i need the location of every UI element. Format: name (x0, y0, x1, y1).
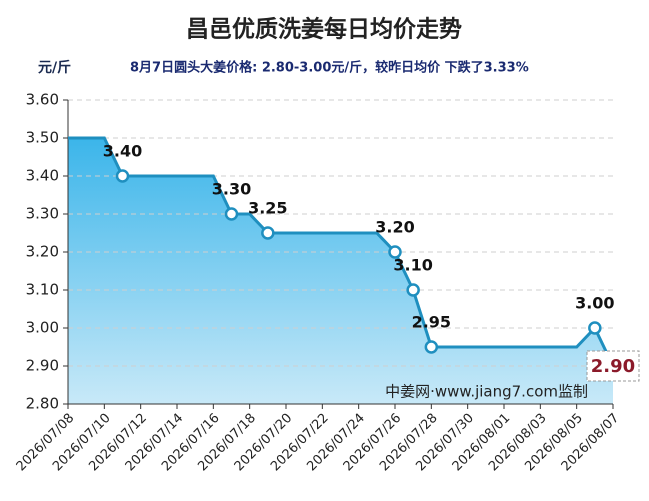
value-label: 3.40 (103, 142, 142, 161)
y-tick-label: 3.10 (26, 281, 59, 299)
value-label: 2.95 (412, 313, 451, 332)
marker (406, 283, 420, 297)
annotation: 中姜网·www.jiang7.com监制 (385, 383, 588, 401)
y-tick-label: 3.00 (26, 319, 59, 337)
area (68, 138, 613, 404)
value-label: 3.25 (248, 199, 287, 218)
marker (224, 207, 239, 221)
marker (115, 169, 130, 183)
value-label: 3.00 (575, 294, 614, 313)
value-label: 3.20 (375, 218, 414, 237)
y-tick-label: 2.90 (26, 357, 59, 375)
value-label: 3.30 (212, 180, 251, 199)
y-tick-label: 3.20 (26, 243, 59, 261)
marker (588, 321, 602, 335)
marker (261, 226, 275, 240)
marker (424, 340, 439, 354)
line (68, 136, 615, 367)
value-label: 2.90 (591, 356, 635, 377)
y-axis-label: 元/斤 (38, 59, 71, 76)
y-tick-label: 3.40 (26, 167, 59, 185)
y-tick-label: 3.30 (26, 205, 59, 223)
y-tick-label: 2.80 (26, 395, 59, 413)
subtitle: 8月7日圆头大姜价格: 2.80-3.00元/斤，较昨日均价 下跌了3.33% (130, 60, 529, 76)
value-label-box (586, 350, 640, 382)
value-label: 3.10 (393, 256, 432, 275)
y-tick-label: 3.50 (26, 129, 59, 147)
chart-title: 昌邑优质洗姜每日均价走势 (186, 16, 462, 43)
y-tick-label: 3.60 (26, 91, 59, 109)
marker (388, 245, 402, 259)
